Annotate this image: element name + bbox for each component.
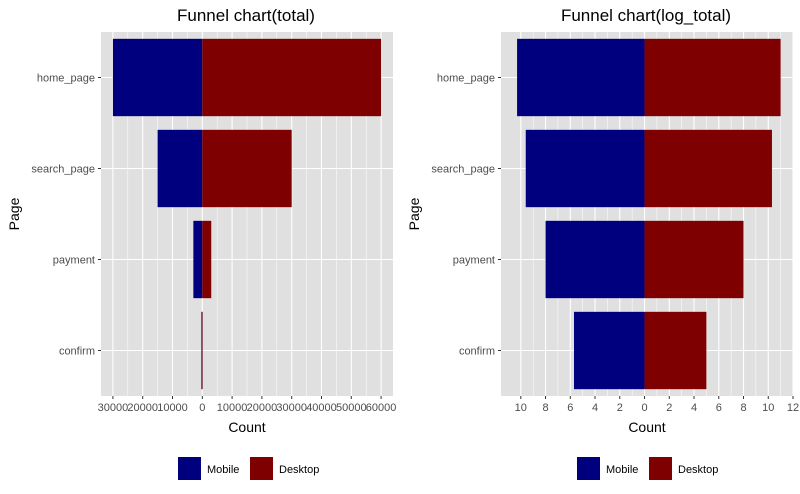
legend-swatch-desktop <box>250 457 273 480</box>
x-tick-label: 10 <box>515 402 527 414</box>
x-tick-label: 8 <box>542 402 548 414</box>
chart-title: Funnel chart(total) <box>177 6 315 25</box>
y-tick-label: confirm <box>459 346 495 358</box>
y-tick-label: payment <box>453 255 495 267</box>
legend-label-mobile: Mobile <box>606 464 638 476</box>
x-tick-label: 50000 <box>336 402 367 414</box>
x-tick-label: 0 <box>199 402 205 414</box>
x-tick-label: 20000 <box>127 402 158 414</box>
x-axis-title: Count <box>628 419 665 435</box>
chart-title: Funnel chart(log_total) <box>561 6 731 25</box>
y-axis-title: Page <box>6 197 22 230</box>
bar-desktop-payment <box>202 220 212 299</box>
x-tick-label: 60000 <box>366 402 397 414</box>
y-tick-label: home_page <box>37 73 95 85</box>
bar-mobile-search-page <box>157 129 203 208</box>
bar-mobile-confirm <box>201 311 203 390</box>
bar-desktop-search-page <box>202 129 292 208</box>
x-tick-label: 10000 <box>217 402 248 414</box>
legend-label-mobile: Mobile <box>207 464 239 476</box>
x-tick-label: 4 <box>691 402 697 414</box>
legend-swatch-desktop <box>649 457 672 480</box>
x-tick-label: 10000 <box>157 402 188 414</box>
y-tick-label: search_page <box>431 164 495 176</box>
x-tick-label: 30000 <box>276 402 307 414</box>
x-tick-label: 12 <box>787 402 799 414</box>
y-tick-label: confirm <box>59 346 95 358</box>
legend-label-desktop: Desktop <box>678 464 718 476</box>
x-tick-label: 10 <box>762 402 774 414</box>
legend-swatch-mobile <box>178 457 201 480</box>
x-tick-label: 6 <box>567 402 573 414</box>
y-axis-title: Page <box>406 197 422 230</box>
x-tick-label: 20000 <box>247 402 278 414</box>
x-tick-label: 6 <box>716 402 722 414</box>
legend-label-desktop: Desktop <box>279 464 319 476</box>
legend-swatch-mobile <box>577 457 600 480</box>
bar-mobile-confirm <box>574 311 645 390</box>
bar-desktop-home-page <box>202 38 382 117</box>
bar-mobile-home-page <box>517 38 645 117</box>
bar-mobile-payment <box>545 220 645 299</box>
x-tick-label: 4 <box>592 402 598 414</box>
x-tick-label: 40000 <box>306 402 337 414</box>
x-tick-label: 8 <box>740 402 746 414</box>
x-tick-label: 0 <box>641 402 647 414</box>
bar-mobile-payment <box>193 220 203 299</box>
y-tick-label: search_page <box>31 164 95 176</box>
x-tick-label: 2 <box>666 402 672 414</box>
x-tick-label: 30000 <box>98 402 129 414</box>
bar-desktop-home-page <box>644 38 781 117</box>
bar-desktop-payment <box>644 220 744 299</box>
bar-desktop-confirm <box>644 311 707 390</box>
x-axis-title: Count <box>228 419 265 435</box>
bar-mobile-search-page <box>525 129 645 208</box>
y-tick-label: home_page <box>437 73 495 85</box>
y-tick-label: payment <box>53 255 95 267</box>
x-tick-label: 2 <box>617 402 623 414</box>
bar-desktop-search-page <box>644 129 772 208</box>
bar-mobile-home-page <box>112 38 203 117</box>
